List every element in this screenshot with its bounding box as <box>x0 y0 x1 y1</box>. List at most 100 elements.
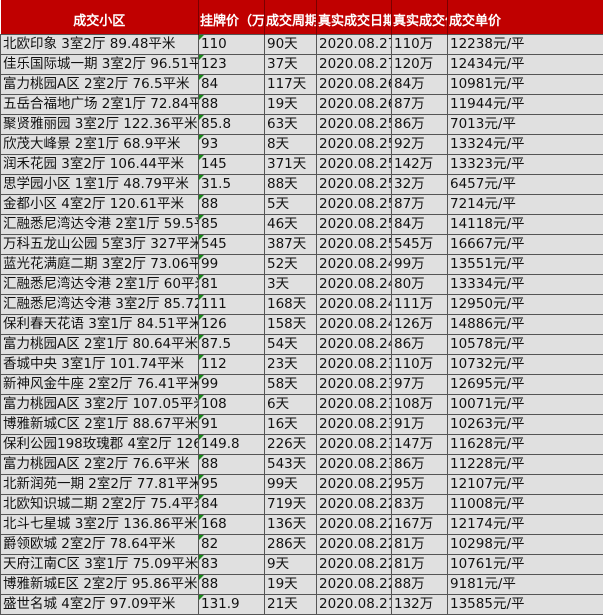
cycle-cell: 8天 <box>265 135 317 155</box>
date-cell: 2020.08.23 <box>317 355 392 375</box>
cycle-cell: 21天 <box>265 595 317 615</box>
listing-price-cell: 88 <box>199 455 265 475</box>
deal-price-cell: 108万 <box>392 395 448 415</box>
deal-price-cell: 91万 <box>392 415 448 435</box>
listing-price-cell: 99 <box>199 375 265 395</box>
community-cell: 蓝光花满庭二期 3室2厅 73.06平米 <box>1 255 199 275</box>
cycle-cell: 52天 <box>265 255 317 275</box>
deal-price-cell: 126万 <box>392 315 448 335</box>
community-cell: 新神风金牛座 2室2厅 76.41平米 <box>1 375 199 395</box>
cycle-cell: 63天 <box>265 115 317 135</box>
listing-price-cell: 84 <box>199 495 265 515</box>
deal-price-cell: 110万 <box>392 35 448 55</box>
listing-price-cell: 88 <box>199 95 265 115</box>
community-cell: 汇融悉尼湾达令港 2室1厅 60平米 <box>1 275 199 295</box>
deal-price-cell: 147万 <box>392 435 448 455</box>
cycle-cell: 371天 <box>265 155 317 175</box>
deal-price-cell: 95万 <box>392 475 448 495</box>
deal-price-cell: 86万 <box>392 455 448 475</box>
deal-price-cell: 86万 <box>392 335 448 355</box>
listing-price-cell: 85 <box>199 215 265 235</box>
community-cell: 金都小区 4室2厅 120.61平米 <box>1 195 199 215</box>
date-cell: 2020.08.25 <box>317 215 392 235</box>
unit-price-cell: 11944元/平 <box>448 95 603 115</box>
deal-price-cell: 88万 <box>392 575 448 595</box>
unit-price-cell: 12107元/平 <box>448 475 603 495</box>
community-cell: 北斗七星城 3室2厅 136.86平米 <box>1 515 199 535</box>
listing-price-cell: 168 <box>199 515 265 535</box>
header-unit-price: 成交单价 <box>448 0 603 35</box>
unit-price-cell: 13334元/平 <box>448 275 603 295</box>
header-deal-price: 真实成交价 <box>392 0 448 35</box>
listing-price-cell: 85.8 <box>199 115 265 135</box>
community-cell: 五岳合福地广场 2室1厅 72.84平米 <box>1 95 199 115</box>
unit-price-cell: 12238元/平 <box>448 35 603 55</box>
cycle-cell: 54天 <box>265 335 317 355</box>
listing-price-cell: 87.5 <box>199 335 265 355</box>
cycle-cell: 90天 <box>265 35 317 55</box>
community-cell: 万科五龙山公园 5室3厅 327平米 <box>1 235 199 255</box>
community-cell: 汇融悉尼湾达令港 3室2厅 85.72平米 <box>1 295 199 315</box>
listing-price-cell: 111 <box>199 295 265 315</box>
deal-price-cell: 84万 <box>392 215 448 235</box>
unit-price-cell: 9181元/平 <box>448 575 603 595</box>
unit-price-cell: 13323元/平 <box>448 155 603 175</box>
date-cell: 2020.08.22 <box>317 535 392 555</box>
cycle-cell: 5天 <box>265 195 317 215</box>
cycle-cell: 168天 <box>265 295 317 315</box>
deal-price-cell: 167万 <box>392 515 448 535</box>
date-cell: 2020.08.25 <box>317 175 392 195</box>
cycle-cell: 16天 <box>265 415 317 435</box>
community-cell: 保利春天花语 3室1厅 84.51平米 <box>1 315 199 335</box>
unit-price-cell: 10732元/平 <box>448 355 603 375</box>
community-cell: 佳乐国际城一期 3室2厅 96.51平米 <box>1 55 199 75</box>
cycle-cell: 6天 <box>265 395 317 415</box>
deal-price-cell: 142万 <box>392 155 448 175</box>
listing-price-cell: 545 <box>199 235 265 255</box>
cycle-cell: 543天 <box>265 455 317 475</box>
cycle-cell: 158天 <box>265 315 317 335</box>
cycle-cell: 99天 <box>265 475 317 495</box>
community-cell: 富力桃园A区 2室1厅 80.64平米 <box>1 335 199 355</box>
deal-price-cell: 81万 <box>392 555 448 575</box>
table-row: 保利公园198玫瑰郡 4室2厅 126.34平米149.8226天2020.08… <box>1 435 603 455</box>
unit-price-cell: 7013元/平 <box>448 115 603 135</box>
cycle-cell: 46天 <box>265 215 317 235</box>
date-cell: 2020.08.22 <box>317 475 392 495</box>
unit-price-cell: 12174元/平 <box>448 515 603 535</box>
date-cell: 2020.08.26 <box>317 95 392 115</box>
cycle-cell: 19天 <box>265 575 317 595</box>
table-row: 汇融悉尼湾达令港 3室2厅 85.72平米111168天2020.08.2411… <box>1 295 603 315</box>
date-cell: 2020.08.24 <box>317 275 392 295</box>
unit-price-cell: 11628元/平 <box>448 435 603 455</box>
deal-price-cell: 86万 <box>392 115 448 135</box>
unit-price-cell: 10263元/平 <box>448 415 603 435</box>
unit-price-cell: 10071元/平 <box>448 395 603 415</box>
date-cell: 2020.08.24 <box>317 335 392 355</box>
date-cell: 2020.08.27 <box>317 55 392 75</box>
header-cycle: 成交周期 <box>265 0 317 35</box>
cycle-cell: 136天 <box>265 515 317 535</box>
community-cell: 富力桃园A区 2室2厅 76.5平米 <box>1 75 199 95</box>
date-cell: 2020.08.25 <box>317 155 392 175</box>
deal-price-cell: 83万 <box>392 495 448 515</box>
listing-price-cell: 149.8 <box>199 435 265 455</box>
community-cell: 博雅新城E区 2室2厅 95.86平米 <box>1 575 199 595</box>
deal-price-cell: 97万 <box>392 375 448 395</box>
listing-price-cell: 126 <box>199 315 265 335</box>
deal-price-cell: 92万 <box>392 135 448 155</box>
cycle-cell: 117天 <box>265 75 317 95</box>
listing-price-cell: 112 <box>199 355 265 375</box>
listing-price-cell: 83 <box>199 555 265 575</box>
date-cell: 2020.08.22 <box>317 515 392 535</box>
